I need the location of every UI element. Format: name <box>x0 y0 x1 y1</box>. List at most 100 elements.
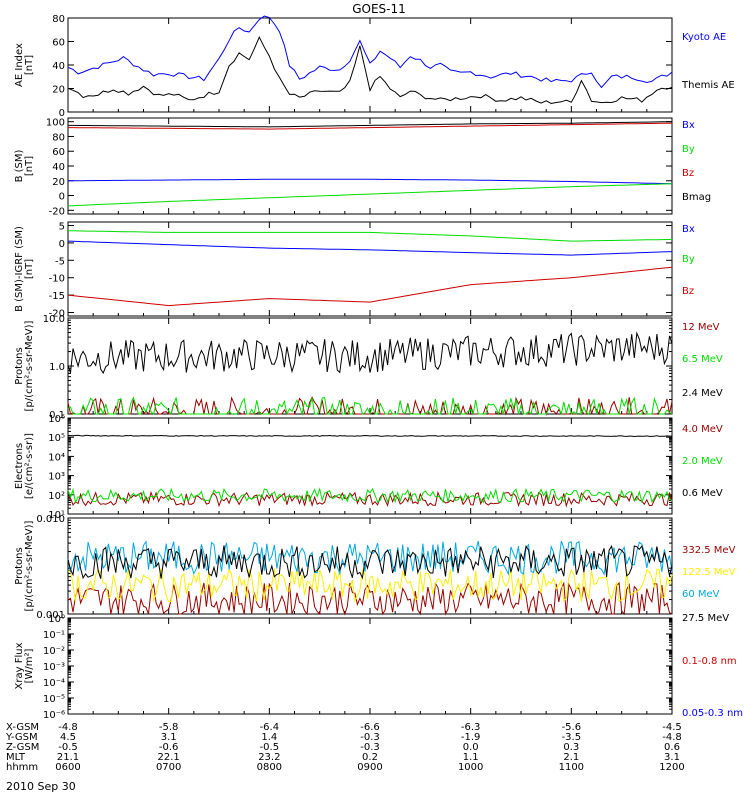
x-tick-label: 1200 <box>659 762 684 773</box>
y-tick-label: -20 <box>49 309 65 320</box>
x-tick-label: -6.6 <box>360 722 380 733</box>
y-tick-label: 0 <box>59 192 65 203</box>
y-tick-label: 10⁻⁴ <box>43 678 65 689</box>
x-tick-label: -0.6 <box>159 742 179 753</box>
x-tick-label: 0600 <box>55 762 80 773</box>
panel-6: 0.001 0.010 Protons [p/(cm²-s-sr-MeV)] 332.5… <box>14 514 736 624</box>
y-tick-label: 40 <box>52 61 65 72</box>
legend-entry: 0.1-0.8 nm <box>682 656 737 667</box>
y-tick-label: 0.001 <box>36 610 65 621</box>
x-tick-label: -6.4 <box>260 722 280 733</box>
y-tick-label: 40 <box>52 162 65 173</box>
series-line <box>67 544 673 580</box>
y-tick-label: 10.0 <box>43 314 65 325</box>
y-axis-label: Xray Flux <box>14 642 25 689</box>
y-tick-label: -5 <box>55 256 65 267</box>
y-tick-label: 10⁰ <box>48 614 65 625</box>
x-tick-label: 0900 <box>357 762 382 773</box>
x-tick-label: 1.4 <box>261 732 277 743</box>
series-line <box>67 240 673 256</box>
series-line <box>67 487 673 505</box>
y-axis-label: Protons <box>14 547 25 584</box>
y-tick-label: 60 <box>52 38 65 49</box>
y-tick-label: 1.0 <box>49 362 65 373</box>
x-tick-label: -6.3 <box>461 722 481 733</box>
y-tick-label: 10⁻⁵ <box>43 694 65 705</box>
legend-entry: 4.0 MeV <box>682 424 723 435</box>
y-tick-label: -15 <box>49 291 65 302</box>
x-tick-label: -0.5 <box>58 742 78 753</box>
legend-entry: 27.5 MeV <box>682 613 729 624</box>
x-tick-label: -0.3 <box>360 742 380 753</box>
y-axis-label: [W/m²] <box>24 648 35 683</box>
legend-entry: 122.5 MeV <box>682 567 736 578</box>
y-tick-label: 10⁻¹ <box>43 630 65 641</box>
x-tick-label: 0.6 <box>664 742 680 753</box>
series-line <box>67 396 673 416</box>
legend-entry: Bz <box>682 286 694 297</box>
x-axis-labels: X-GSMY-GSMZ-GSMMLThhmm-4.84.5-0.521.1060… <box>5 722 685 773</box>
legend-entry: Bz <box>682 168 694 179</box>
series-line <box>67 331 673 375</box>
legend-entry: Bx <box>682 120 695 131</box>
y-axis-label: [p/(cm²-s-sr-MeV)] <box>24 520 35 611</box>
legend-entry: Bmag <box>682 192 711 203</box>
y-axis-label: Protons <box>14 347 25 384</box>
series-line <box>68 122 672 130</box>
series-line <box>67 230 673 242</box>
y-axis-label: [p/(cm²-s-sr-MeV)] <box>24 320 35 411</box>
legend-entry: 12 MeV <box>682 322 720 333</box>
plot-title: GOES-11 <box>352 2 406 16</box>
panel-5: 10¹ 10² 10³ 10⁴ 10⁵ 10⁶ Electrons [e/(cm²-s-sr)… <box>14 414 723 521</box>
x-tick-label: 0.3 <box>563 742 579 753</box>
series-line <box>67 178 673 185</box>
panel-frame <box>67 117 673 215</box>
x-row-label: hhmm <box>6 762 38 773</box>
series-line <box>67 266 673 307</box>
legend-entry: By <box>682 144 695 155</box>
legend-entry: By <box>682 254 695 265</box>
x-tick-label: 0.2 <box>362 752 378 763</box>
x-row-label: Z-GSM <box>6 742 39 753</box>
x-row-label: Y-GSM <box>5 732 38 743</box>
legend-entry: 6.5 MeV <box>682 354 723 365</box>
panel-7: 10⁻⁶ 10⁻⁵ 10⁻⁴ 10⁻³ 10⁻² 10⁻¹ 10⁰ Xray Flux [W/m… <box>14 614 743 721</box>
x-tick-label: -4.5 <box>662 722 682 733</box>
legend-entry: 332.5 MeV <box>682 545 736 556</box>
y-axis-label: [nT] <box>24 156 35 176</box>
x-tick-label: 1000 <box>458 762 483 773</box>
y-tick-label: -20 <box>49 206 65 217</box>
series-line <box>67 568 673 603</box>
legend-entry: 0.6 MeV <box>682 488 723 499</box>
x-tick-label: 2.1 <box>563 752 579 763</box>
y-tick-label: 60 <box>52 147 65 158</box>
x-tick-label: 0800 <box>257 762 282 773</box>
y-tick-label: 10⁴ <box>48 452 65 463</box>
x-tick-label: 0.0 <box>463 742 479 753</box>
y-tick-label: 10⁻⁶ <box>43 710 65 721</box>
y-tick-label: 10⁶ <box>48 414 65 425</box>
x-row-label: X-GSM <box>6 722 39 733</box>
y-tick-label: 10² <box>48 491 65 502</box>
panel-frame <box>67 17 673 113</box>
x-tick-label: -3.5 <box>562 732 582 743</box>
panel-1: 0 20 40 60 80 AE Index [nT] Kyoto AE Themis AE <box>14 14 735 119</box>
y-axis-label: AE Index <box>14 43 25 87</box>
y-tick-label: 10¹ <box>48 510 65 521</box>
legend-entry: Kyoto AE <box>682 32 726 43</box>
legend-entry: 0.05-0.3 nm <box>682 708 743 719</box>
y-tick-label: 10⁻³ <box>43 662 65 673</box>
plot-date: 2010 Sep 30 <box>6 780 76 793</box>
x-tick-label: -5.8 <box>159 722 179 733</box>
legend-entry: 60 MeV <box>682 589 720 600</box>
y-axis-label: B (SM)-IGRF (SM) <box>14 226 25 312</box>
x-tick-label: -4.8 <box>58 722 78 733</box>
y-tick-label: 20 <box>52 177 65 188</box>
legend-entry: Bx <box>682 224 695 235</box>
series-line <box>67 490 673 508</box>
y-tick-label: 80 <box>52 14 65 25</box>
series-line <box>67 434 672 438</box>
panel-frame <box>67 317 673 415</box>
x-tick-label: 21.1 <box>57 752 79 763</box>
